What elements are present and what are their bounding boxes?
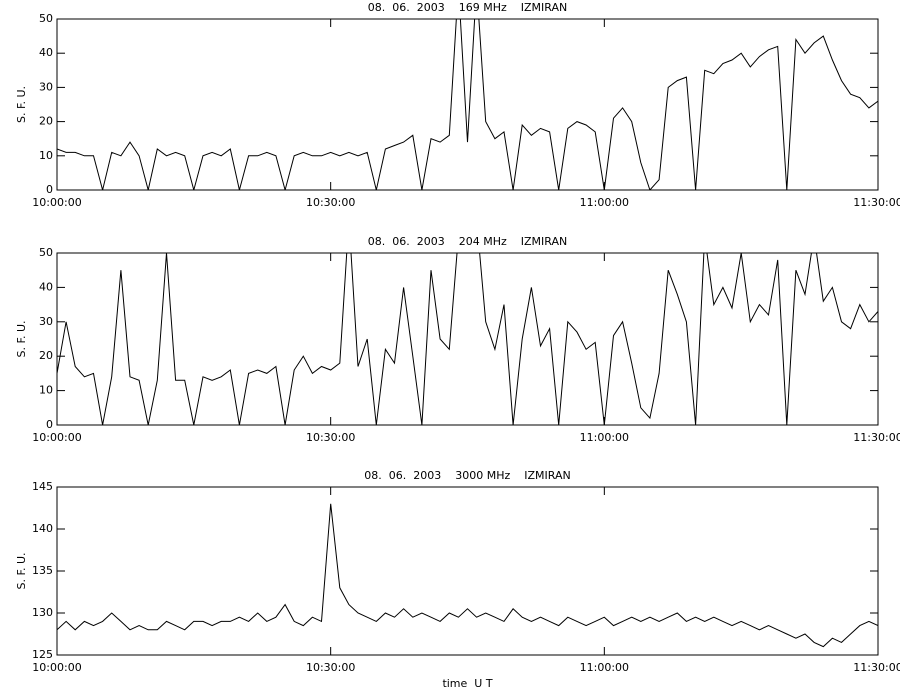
y-tick-label: 130 xyxy=(32,606,53,619)
chart-title: 08. 06. 2003 3000 MHz IZMIRAN xyxy=(364,469,570,482)
data-line xyxy=(57,19,878,190)
y-tick-label: 40 xyxy=(39,46,53,59)
y-tick-label: 10 xyxy=(39,384,53,397)
chart-title: 08. 06. 2003 169 MHz IZMIRAN xyxy=(368,1,567,14)
x-tick-label: 10:00:00 xyxy=(32,196,81,209)
x-tick-label: 10:00:00 xyxy=(32,431,81,444)
frame xyxy=(56,18,879,191)
plot-area xyxy=(57,253,878,425)
y-tick-label: 10 xyxy=(39,149,53,162)
x-tick-label: 11:30:00 xyxy=(853,431,900,444)
x-tick-label: 11:30:00 xyxy=(853,196,900,209)
y-tick-label: 125 xyxy=(32,648,53,661)
y-axis-label: S. F. U. xyxy=(15,320,28,357)
frame xyxy=(56,486,879,656)
y-tick-label: 140 xyxy=(32,522,53,535)
frame xyxy=(56,252,879,426)
y-tick-label: 0 xyxy=(46,183,53,196)
y-tick-label: 40 xyxy=(39,280,53,293)
y-tick-label: 50 xyxy=(39,246,53,259)
x-tick-label: 11:00:00 xyxy=(580,431,629,444)
x-tick-label: 11:30:00 xyxy=(853,661,900,674)
x-tick-label: 11:00:00 xyxy=(580,196,629,209)
y-axis-label: S. F. U. xyxy=(15,552,28,589)
y-tick-label: 50 xyxy=(39,12,53,25)
x-tick-label: 11:00:00 xyxy=(580,661,629,674)
data-line xyxy=(57,253,878,425)
y-tick-label: 30 xyxy=(39,315,53,328)
y-tick-label: 0 xyxy=(46,418,53,431)
data-line xyxy=(57,503,878,648)
plot-area xyxy=(57,19,878,190)
y-axis-label: S. F. U. xyxy=(15,86,28,123)
y-tick-label: 145 xyxy=(32,480,53,493)
x-tick-label: 10:30:00 xyxy=(306,431,355,444)
x-tick-label: 10:30:00 xyxy=(306,196,355,209)
y-tick-label: 135 xyxy=(32,564,53,577)
x-axis-label: time U T xyxy=(442,677,492,690)
plot-area xyxy=(57,503,878,648)
x-tick-label: 10:30:00 xyxy=(306,661,355,674)
y-tick-label: 20 xyxy=(39,349,53,362)
x-tick-label: 10:00:00 xyxy=(32,661,81,674)
y-tick-label: 20 xyxy=(39,115,53,128)
chart-title: 08. 06. 2003 204 MHz IZMIRAN xyxy=(368,235,567,248)
y-tick-label: 30 xyxy=(39,80,53,93)
